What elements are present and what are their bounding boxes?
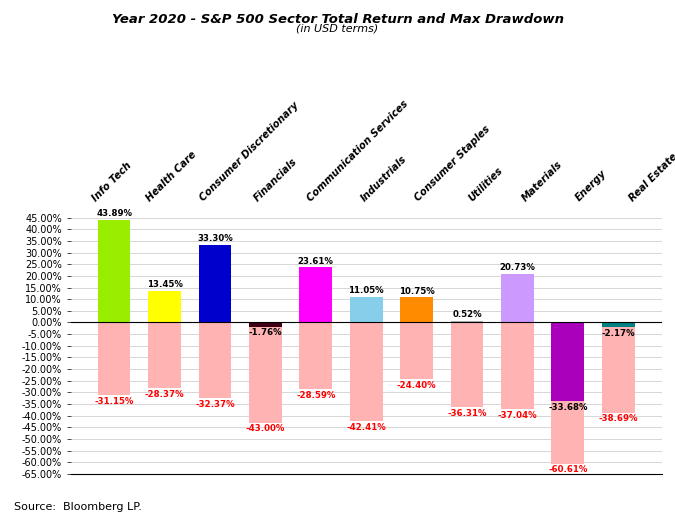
Text: -1.76%: -1.76% xyxy=(248,329,282,337)
Bar xyxy=(551,322,585,401)
Text: Year 2020 - S&P 500 Sector Total Return and Max Drawdown: Year 2020 - S&P 500 Sector Total Return … xyxy=(111,13,564,26)
Text: -28.37%: -28.37% xyxy=(144,390,184,399)
Text: (in USD terms): (in USD terms) xyxy=(296,23,379,33)
Bar xyxy=(198,322,232,398)
Text: -37.04%: -37.04% xyxy=(497,410,537,420)
Text: 11.05%: 11.05% xyxy=(348,286,384,295)
Text: -60.61%: -60.61% xyxy=(548,466,587,474)
Text: 33.30%: 33.30% xyxy=(197,234,233,243)
Text: -28.59%: -28.59% xyxy=(296,391,335,400)
Text: Financials: Financials xyxy=(252,157,299,203)
Text: Industrials: Industrials xyxy=(359,154,409,203)
Bar xyxy=(350,297,383,322)
Text: -43.00%: -43.00% xyxy=(246,424,285,434)
Text: 13.45%: 13.45% xyxy=(146,280,182,289)
Text: Energy: Energy xyxy=(574,168,609,203)
Bar xyxy=(400,297,433,322)
Text: Utilities: Utilities xyxy=(466,165,505,203)
Text: Communication Services: Communication Services xyxy=(305,98,410,203)
Bar xyxy=(602,322,634,328)
Bar xyxy=(249,322,281,423)
Bar xyxy=(451,322,483,407)
Bar xyxy=(551,322,585,464)
Text: 43.89%: 43.89% xyxy=(96,210,132,218)
Bar xyxy=(98,322,130,395)
Text: -33.68%: -33.68% xyxy=(548,403,588,411)
Bar xyxy=(451,321,483,322)
Bar xyxy=(98,220,130,322)
Bar xyxy=(501,322,534,409)
Text: -24.40%: -24.40% xyxy=(397,381,437,390)
Text: -42.41%: -42.41% xyxy=(346,423,386,432)
Bar xyxy=(300,322,332,389)
Text: Materials: Materials xyxy=(520,159,564,203)
Bar xyxy=(148,291,181,322)
Text: Info Tech: Info Tech xyxy=(90,160,134,203)
Text: 0.52%: 0.52% xyxy=(452,311,482,319)
Text: Real Estate: Real Estate xyxy=(628,151,675,203)
Text: -2.17%: -2.17% xyxy=(601,330,635,338)
Text: -31.15%: -31.15% xyxy=(95,397,134,406)
Text: Consumer Discretionary: Consumer Discretionary xyxy=(198,100,301,203)
Bar xyxy=(350,322,383,421)
Text: 20.73%: 20.73% xyxy=(500,263,535,272)
Text: Consumer Staples: Consumer Staples xyxy=(413,124,492,203)
Text: Health Care: Health Care xyxy=(144,149,198,203)
Bar xyxy=(501,274,534,322)
Bar xyxy=(249,322,281,327)
Bar xyxy=(400,322,433,379)
Text: Source:  Bloomberg LP.: Source: Bloomberg LP. xyxy=(14,503,141,512)
Text: -38.69%: -38.69% xyxy=(599,415,638,423)
Text: -36.31%: -36.31% xyxy=(448,409,487,418)
Text: -32.37%: -32.37% xyxy=(195,400,235,409)
Text: 10.75%: 10.75% xyxy=(399,286,435,296)
Bar xyxy=(602,322,634,413)
Text: 23.61%: 23.61% xyxy=(298,256,333,266)
Bar xyxy=(300,267,332,322)
Bar xyxy=(148,322,181,388)
Bar xyxy=(198,245,232,322)
